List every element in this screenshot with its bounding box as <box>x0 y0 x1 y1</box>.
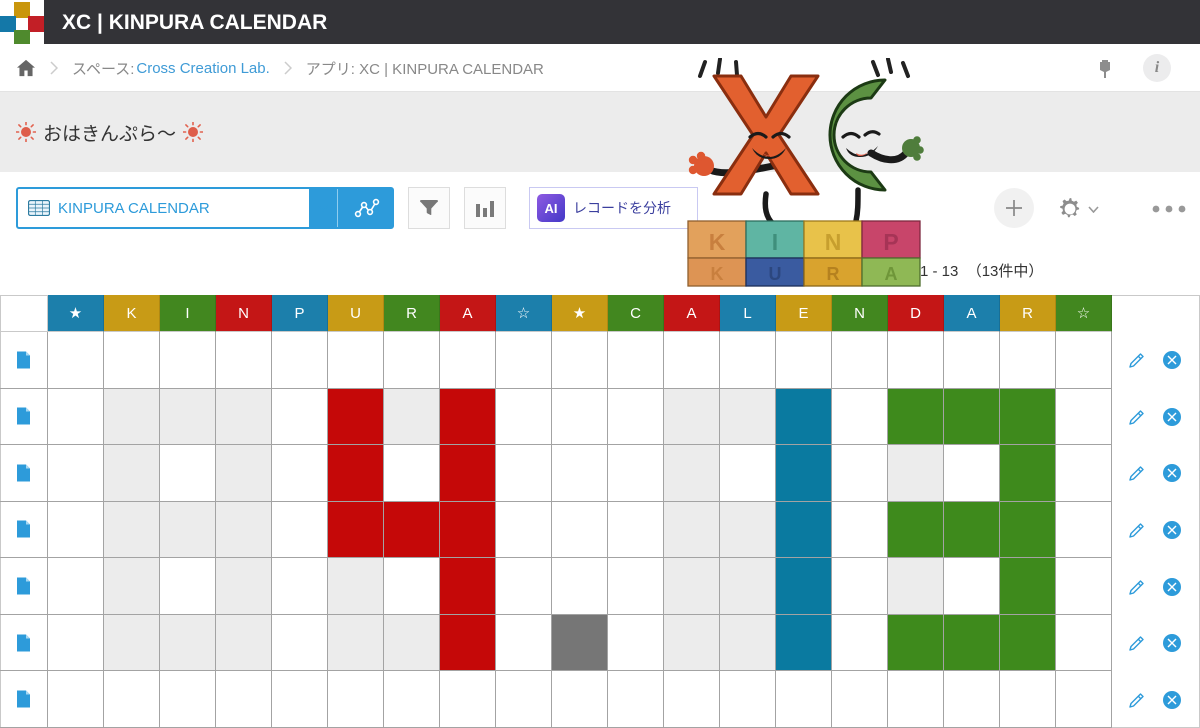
svg-text:K: K <box>711 264 724 284</box>
svg-text:R: R <box>827 264 840 284</box>
svg-text:P: P <box>883 229 898 255</box>
svg-text:K: K <box>709 229 726 255</box>
svg-text:N: N <box>825 229 842 255</box>
svg-text:U: U <box>769 264 782 284</box>
svg-text:I: I <box>772 229 778 255</box>
svg-text:A: A <box>885 264 898 284</box>
